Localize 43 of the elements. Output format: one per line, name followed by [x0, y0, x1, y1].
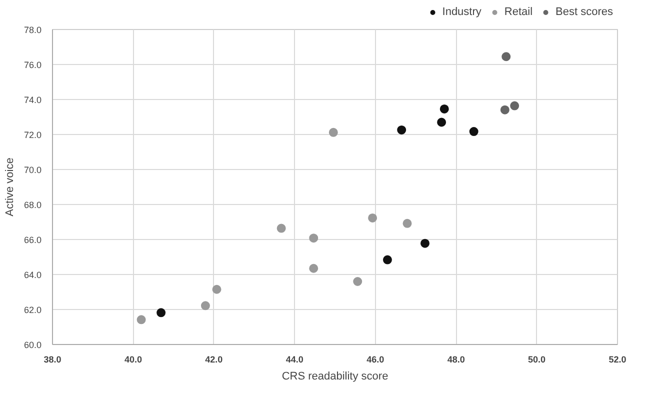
- point: [437, 118, 446, 127]
- x-tick-label: 42.0: [205, 354, 223, 364]
- point: [420, 238, 430, 248]
- point: [402, 218, 412, 228]
- point: [397, 125, 406, 134]
- x-tick-label: 44.0: [286, 354, 304, 364]
- point: [136, 315, 146, 324]
- y-tick-label: 74.0: [24, 95, 42, 105]
- legend-label: Retail: [504, 6, 533, 18]
- point: [200, 301, 210, 310]
- point: [328, 128, 338, 137]
- x-tick-label: 46.0: [366, 354, 384, 364]
- point: [156, 308, 166, 318]
- x-axis-title: CRS readability score: [282, 370, 388, 382]
- y-tick-label: 64.0: [24, 270, 42, 280]
- point: [440, 104, 449, 114]
- point: [368, 213, 378, 222]
- y-tick-label: 66.0: [24, 235, 42, 245]
- y-tick-label: 78.0: [24, 25, 42, 35]
- x-tick-label: 50.0: [528, 354, 546, 364]
- point: [502, 52, 511, 62]
- x-tick-label: 52.0: [608, 354, 626, 364]
- y-tick-label: 70.0: [24, 165, 42, 175]
- point: [276, 224, 286, 233]
- y-tick-label: 68.0: [24, 200, 42, 210]
- legend-label: Best scores: [556, 6, 613, 18]
- point: [309, 234, 318, 243]
- point: [353, 277, 362, 286]
- y-tick-label: 72.0: [24, 130, 42, 140]
- y-tick-label: 62.0: [24, 305, 42, 315]
- x-tick-label: 48.0: [447, 354, 465, 364]
- point: [500, 105, 510, 114]
- point: [309, 264, 318, 273]
- x-tick-label: 38.0: [44, 354, 62, 364]
- point: [469, 127, 478, 136]
- y-axis-title: Active voice: [4, 158, 16, 216]
- point: [212, 284, 222, 294]
- x-tick-label: 40.0: [124, 354, 142, 364]
- y-tick-label: 60.0: [24, 340, 42, 350]
- point: [510, 101, 520, 110]
- y-tick-label: 76.0: [24, 60, 42, 70]
- point: [382, 255, 392, 264]
- legend-label: Industry: [442, 6, 482, 18]
